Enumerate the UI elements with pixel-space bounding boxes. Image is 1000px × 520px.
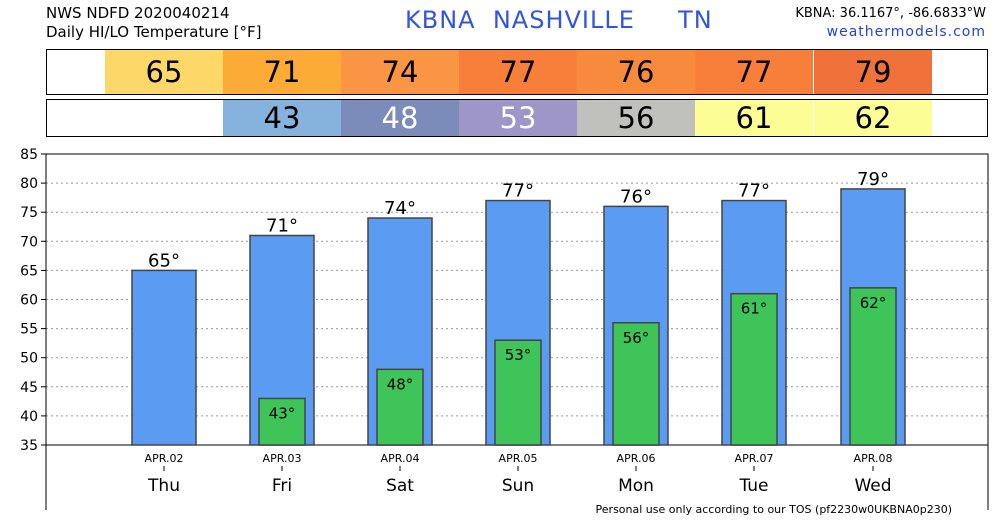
hi-value-label: 76° xyxy=(620,186,652,207)
lo-strip-cell-3: 53 xyxy=(459,100,577,136)
lo-temp-strip: 43 48 53 56 61 62 xyxy=(46,99,988,137)
hi-bar xyxy=(131,269,197,446)
site-link[interactable]: weathermodels.com xyxy=(826,24,986,40)
hi-strip-cell-0: 65 xyxy=(105,50,223,94)
day-label: Thu xyxy=(147,476,180,496)
lo-bar xyxy=(494,339,542,446)
y-tick-label: 35 xyxy=(20,438,38,454)
hi-value-label: 77° xyxy=(502,181,534,202)
product-label: Daily HI/LO Temperature [°F] xyxy=(46,23,262,41)
day-label: Tue xyxy=(738,476,768,496)
hi-strip-cell-2: 74 xyxy=(341,50,459,94)
hi-strip-cell-6: 79 xyxy=(814,50,932,94)
hi-value-label: 79° xyxy=(857,169,889,190)
lo-value-label: 53° xyxy=(505,346,532,364)
lo-strip-cell-1: 43 xyxy=(223,100,341,136)
day-label: Mon xyxy=(618,476,654,496)
lo-strip-cell-0 xyxy=(105,100,223,136)
lo-value-label: 43° xyxy=(269,404,296,422)
coords-label: KBNA: 36.1167°, -86.6833°W xyxy=(795,6,986,21)
lo-strip-cell-2: 48 xyxy=(341,100,459,136)
station-title: KBNA NASHVILLE TN xyxy=(405,6,713,34)
day-label: Sat xyxy=(386,476,414,496)
y-tick-label: 75 xyxy=(20,205,38,221)
y-tick-label: 40 xyxy=(20,409,38,425)
date-label: APR.07 xyxy=(735,452,774,465)
hi-strip-cell-3: 77 xyxy=(459,50,577,94)
y-tick-label: 50 xyxy=(20,351,38,367)
lo-bar xyxy=(849,287,897,446)
hi-temp-strip: 65 71 74 77 76 77 79 xyxy=(46,49,988,95)
y-tick-label: 60 xyxy=(20,293,38,309)
hi-value-label: 71° xyxy=(266,215,298,236)
lo-bar xyxy=(376,368,424,446)
y-tick-label: 80 xyxy=(20,176,38,192)
day-label: Sun xyxy=(502,476,534,496)
lo-strip-cell-6: 62 xyxy=(814,100,932,136)
y-tick-label: 65 xyxy=(20,263,38,279)
y-tick-label: 70 xyxy=(20,234,38,250)
hi-strip-cell-1: 71 xyxy=(223,50,341,94)
y-tick-label: 55 xyxy=(20,322,38,338)
lo-bar xyxy=(730,292,778,446)
lo-value-label: 61° xyxy=(741,300,768,318)
header-left: NWS NDFD 2020040214 Daily HI/LO Temperat… xyxy=(46,4,262,42)
y-tick-label: 85 xyxy=(20,147,38,163)
header-right: KBNA: 36.1167°, -86.6833°W weathermodels… xyxy=(795,4,986,42)
day-label: Fri xyxy=(272,476,292,496)
lo-value-label: 48° xyxy=(387,375,414,393)
model-run-label: NWS NDFD 2020040214 xyxy=(46,4,230,22)
hi-strip-cell-4: 76 xyxy=(577,50,695,94)
date-label: APR.06 xyxy=(617,452,656,465)
lo-bar xyxy=(258,397,306,446)
date-label: APR.04 xyxy=(381,452,420,465)
day-label: Wed xyxy=(854,476,891,496)
lo-bar xyxy=(612,322,660,446)
lo-value-label: 56° xyxy=(623,329,650,347)
lo-strip-cell-5: 61 xyxy=(695,100,813,136)
lo-strip-cell-4: 56 xyxy=(577,100,695,136)
y-tick-label: 45 xyxy=(20,380,38,396)
date-label: APR.03 xyxy=(263,452,302,465)
date-label: APR.02 xyxy=(145,452,184,465)
date-label: APR.05 xyxy=(499,452,538,465)
hi-value-label: 74° xyxy=(384,198,416,219)
hi-strip-cell-5: 77 xyxy=(695,50,813,94)
footer-notice: Personal use only according to our TOS (… xyxy=(595,503,952,516)
lo-value-label: 62° xyxy=(860,294,887,312)
date-label: APR.08 xyxy=(854,452,893,465)
hi-value-label: 65° xyxy=(148,250,180,271)
hi-value-label: 77° xyxy=(738,181,770,202)
